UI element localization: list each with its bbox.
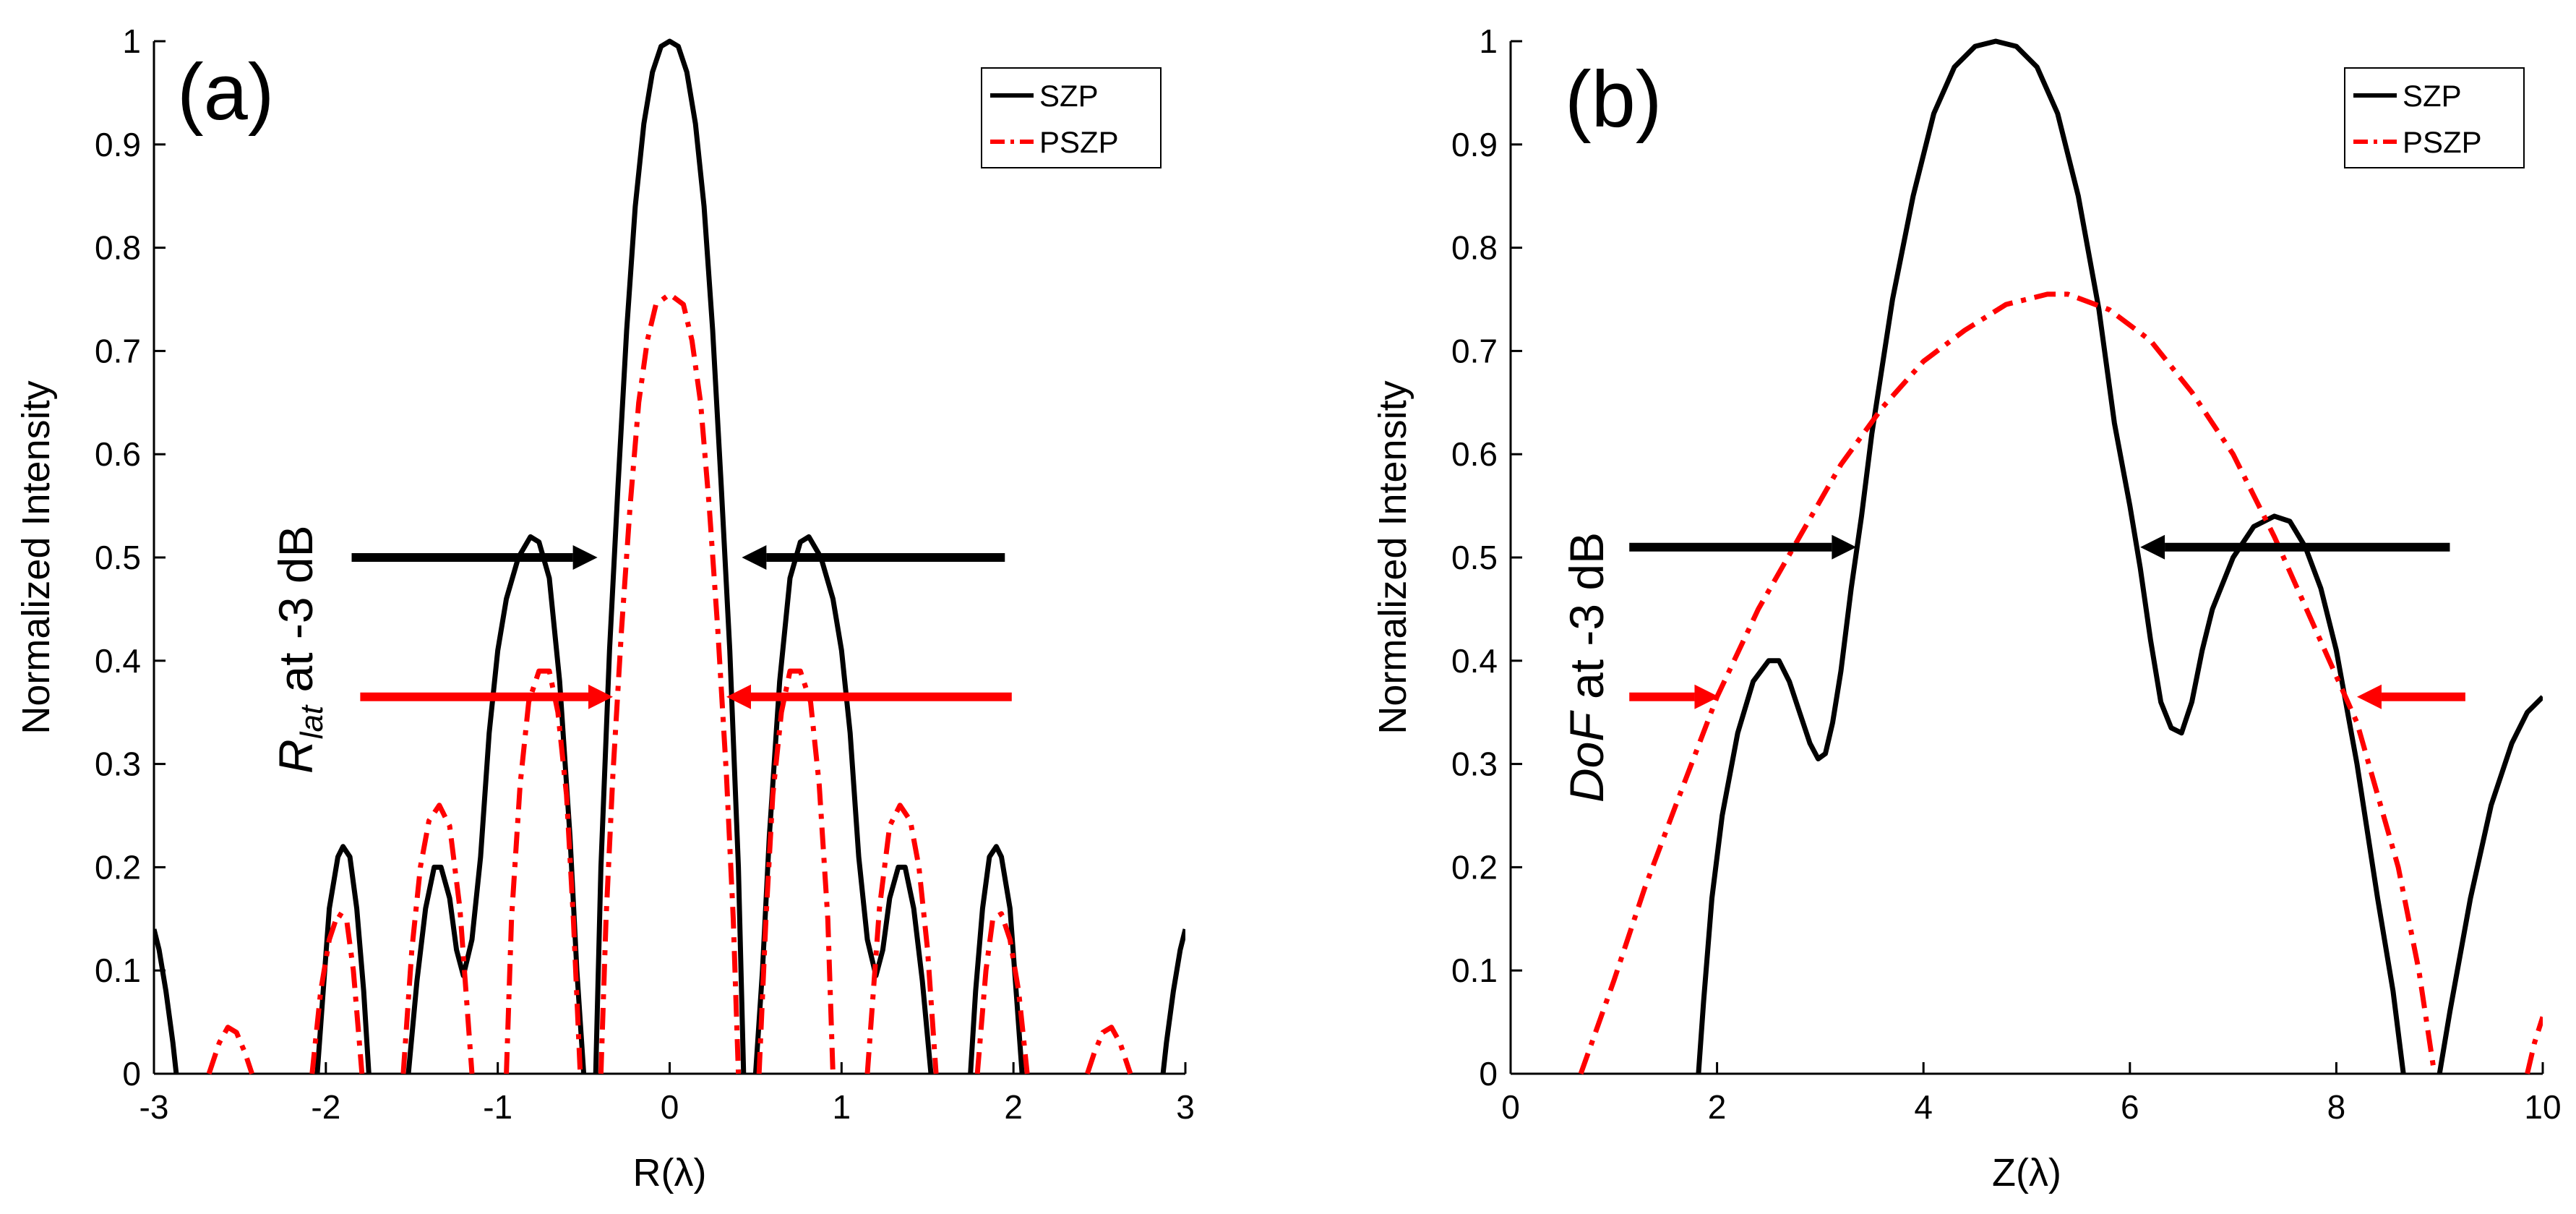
- series-line-szp: [154, 928, 179, 1074]
- annotation-symbol: DoF: [1560, 710, 1613, 803]
- y-tick-label: 0.7: [1451, 332, 1498, 369]
- panel-label: (a): [177, 48, 274, 137]
- x-tick-label: 8: [2327, 1088, 2346, 1126]
- series-line-pszp: [309, 911, 365, 1074]
- y-tick-label: 0.2: [95, 848, 141, 886]
- panel-label: (b): [1565, 55, 1662, 144]
- annotation-arrow-head: [2140, 534, 2165, 560]
- annotation-rest: at -3 dB: [1560, 532, 1613, 712]
- series-line-pszp: [504, 668, 583, 1074]
- y-tick-label: 1: [1479, 22, 1498, 60]
- y-tick-label: 0.9: [95, 126, 141, 163]
- x-tick-label: 6: [2121, 1088, 2139, 1126]
- y-tick-label: 0.4: [95, 642, 141, 680]
- series-line-pszp: [756, 668, 836, 1074]
- series-line-pszp: [2525, 1016, 2543, 1074]
- annotation-arrow-head: [742, 545, 767, 570]
- legend: SZP PSZP: [2344, 67, 2525, 168]
- series-line-szp: [752, 534, 934, 1074]
- y-tick-label: 0: [122, 1055, 141, 1093]
- legend-label-szp: SZP: [1039, 79, 1099, 113]
- x-tick-label: 2: [1708, 1088, 1727, 1126]
- y-tick-label: 1: [122, 22, 141, 60]
- y-tick-label: 0.3: [1451, 745, 1498, 783]
- x-tick-label: 4: [1914, 1088, 1933, 1126]
- annotation-arrow-head: [726, 684, 751, 709]
- y-tick-label: 0.5: [1451, 539, 1498, 576]
- annotation-arrow-head: [1694, 684, 1720, 709]
- y-tick-label: 0.1: [1451, 952, 1498, 989]
- series-line-szp: [593, 38, 747, 1074]
- series-line-szp: [405, 534, 587, 1074]
- x-tick-label: 3: [1176, 1088, 1195, 1126]
- chart-panel-a: 0 0.1 0.2 0.3 0.4 0.5 0.6 0.7 0.8 0.9 1 -3 -2 -1 0 1 2 3 R…: [14, 22, 1195, 1194]
- annotation-arrow-head: [572, 545, 598, 570]
- legend-label-szp: SZP: [2403, 79, 2462, 113]
- annotation-text: DoF at -3 dB: [1560, 532, 1613, 803]
- y-tick-label: 0.2: [1451, 848, 1498, 886]
- y-tick-label: 0.9: [1451, 126, 1498, 163]
- legend-label-pszp: PSZP: [1039, 125, 1119, 159]
- series-line-pszp: [598, 291, 742, 1074]
- x-tick-label: -3: [139, 1088, 169, 1126]
- x-tick-label: 0: [661, 1088, 679, 1126]
- y-axis-label: Normalized Intensity: [14, 380, 58, 734]
- series-line-szp: [1696, 38, 2406, 1074]
- annotation-arrow-head: [1832, 534, 1857, 560]
- y-tick-label: 0.8: [95, 229, 141, 267]
- y-tick-label: 0.1: [95, 952, 141, 989]
- x-tick-label: 10: [2524, 1088, 2561, 1126]
- x-tick-label: 0: [1501, 1088, 1520, 1126]
- chart-panel-b: 00.10.20.30.40.50.60.70.80.910 2 4 6 8 10Z(λ)…: [1371, 22, 2562, 1194]
- annotation-text: Rlat at -3 dB: [269, 525, 330, 774]
- y-tick-label: 0.6: [95, 435, 141, 473]
- series-line-pszp: [206, 1025, 254, 1075]
- series-line-pszp: [974, 911, 1030, 1074]
- y-tick-label: 0.8: [1451, 229, 1498, 267]
- annotation-arrow-head: [588, 684, 614, 709]
- y-tick-label: 0.5: [95, 539, 141, 576]
- legend: SZP PSZP: [981, 67, 1162, 168]
- annotation-subscript: lat: [294, 704, 330, 739]
- legend-box: [981, 67, 1162, 168]
- series-line-pszp: [1085, 1025, 1133, 1075]
- y-axis-label: Normalized Intensity: [1371, 380, 1414, 734]
- series-line-szp: [314, 844, 372, 1074]
- y-tick-label: 0.3: [95, 745, 141, 783]
- series-line-pszp: [400, 803, 475, 1074]
- series-line-szp: [2437, 695, 2543, 1074]
- y-tick-label: 0.7: [95, 332, 141, 369]
- x-tick-label: -2: [311, 1088, 340, 1126]
- y-tick-label: 0.6: [1451, 435, 1498, 473]
- annotation-arrow-head: [2356, 684, 2382, 709]
- x-axis-label: R(λ): [633, 1151, 707, 1194]
- legend-label-pszp: PSZP: [2403, 125, 2482, 159]
- x-axis-label: Z(λ): [1992, 1151, 2061, 1194]
- series-line-pszp: [864, 803, 939, 1074]
- x-tick-label: 1: [833, 1088, 851, 1126]
- annotation-symbol: R: [269, 739, 322, 774]
- annotation-rest: at -3 dB: [269, 525, 322, 705]
- series-group: [1578, 38, 2543, 1075]
- x-tick-label: 2: [1004, 1088, 1023, 1126]
- y-tick-label: 0.4: [1451, 642, 1498, 680]
- legend-box: [2344, 67, 2525, 168]
- series-line-szp: [1160, 928, 1185, 1074]
- y-tick-label: 0: [1479, 1055, 1498, 1093]
- series-group: [154, 38, 1185, 1075]
- x-tick-label: -1: [483, 1088, 512, 1126]
